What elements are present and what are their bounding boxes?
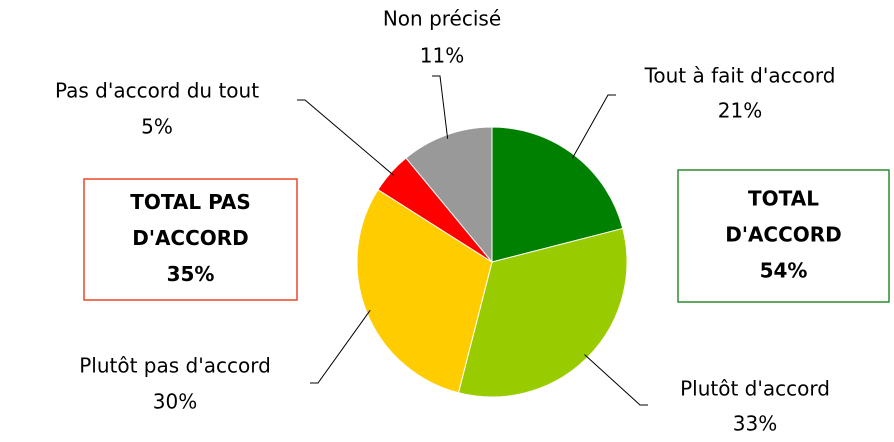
- total-text: 35%: [167, 262, 215, 286]
- total-text: D'ACCORD: [132, 226, 249, 250]
- slice-label: Pas d'accord du tout: [55, 79, 259, 103]
- total-text: TOTAL PAS: [130, 190, 251, 214]
- slice-label: Plutôt d'accord: [680, 377, 830, 401]
- slice-value: 11%: [420, 44, 464, 68]
- total-text: TOTAL: [748, 187, 819, 211]
- slice-label: Plutôt pas d'accord: [79, 354, 271, 378]
- leader-line: [571, 94, 616, 159]
- slice-value: 33%: [733, 412, 777, 436]
- slice-label: Tout à fait d'accord: [644, 64, 836, 88]
- total-text: 54%: [760, 259, 808, 283]
- pie-slice: [405, 126, 493, 264]
- slice-label: Non précisé: [383, 7, 501, 31]
- slice-value: 30%: [153, 390, 197, 414]
- pie-slice: [491, 126, 624, 263]
- leader-line: [584, 354, 648, 406]
- leader-line: [310, 309, 371, 384]
- total-box: [677, 169, 890, 303]
- leader-line: [297, 99, 395, 176]
- slice-value: 5%: [141, 115, 173, 139]
- pie-slice: [356, 188, 493, 394]
- total-box: [83, 178, 298, 301]
- leader-line: [432, 75, 449, 139]
- total-text: D'ACCORD: [725, 223, 842, 247]
- slice-value: 21%: [718, 99, 762, 123]
